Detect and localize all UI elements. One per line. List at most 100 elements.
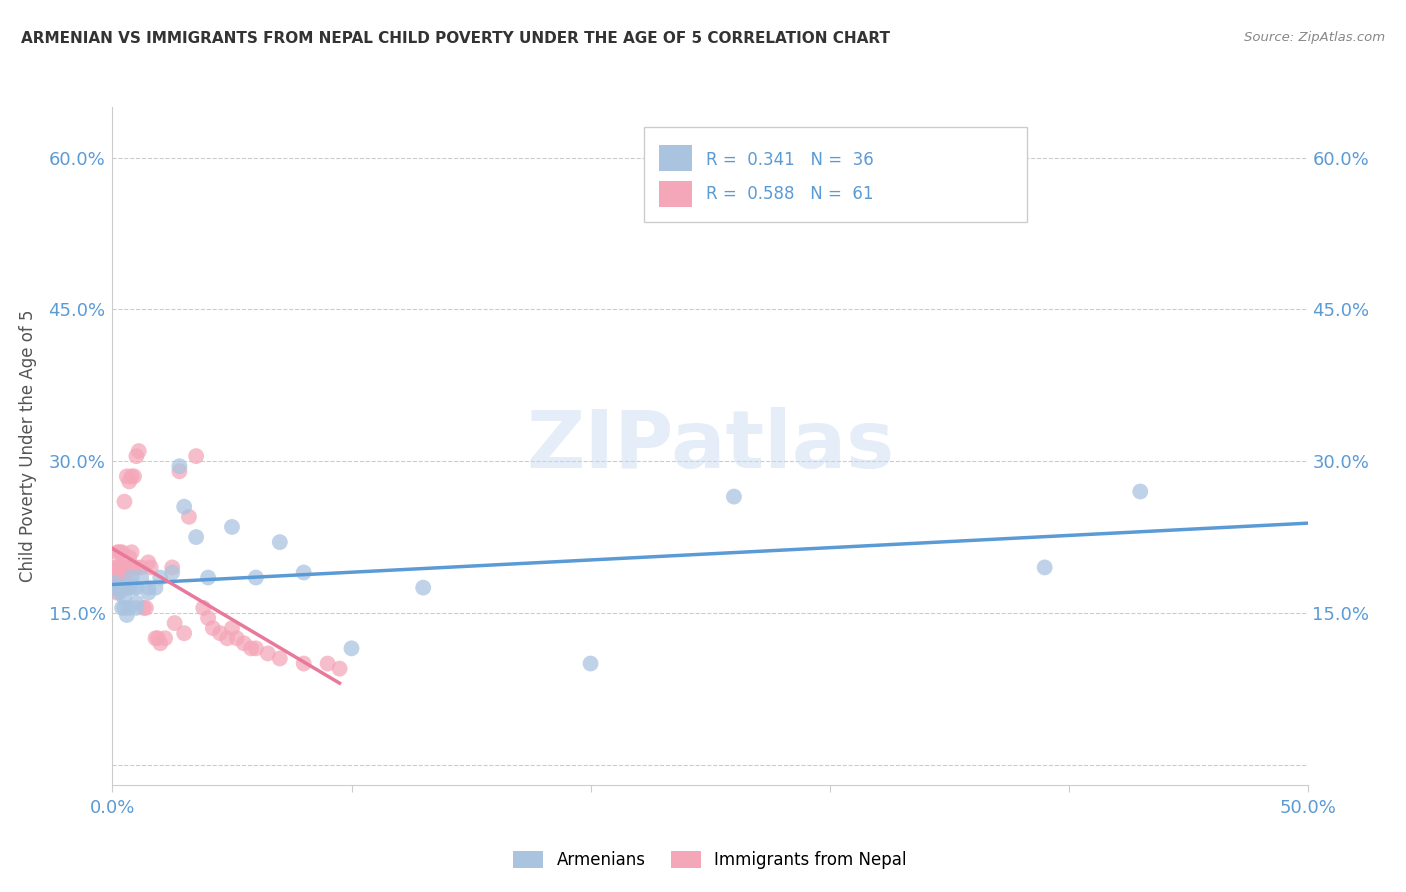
Text: R =  0.341   N =  36: R = 0.341 N = 36: [706, 151, 875, 169]
Point: [233, 636, 256, 650]
Point: [114, 591, 135, 605]
Point: [135, 600, 157, 615]
Point: [114, 560, 135, 574]
Point: [121, 545, 143, 559]
Point: [146, 632, 169, 646]
Point: [125, 449, 148, 463]
Point: [115, 469, 138, 483]
Point: [723, 490, 745, 504]
Point: [138, 585, 160, 599]
Point: [118, 475, 141, 489]
Point: [1033, 560, 1056, 574]
Point: [108, 585, 131, 599]
Point: [125, 560, 148, 574]
Point: [292, 566, 315, 580]
Point: [125, 596, 148, 610]
Point: [105, 545, 128, 559]
Point: [104, 570, 127, 584]
Point: [162, 566, 183, 580]
Point: [121, 570, 143, 584]
Point: [340, 641, 363, 656]
Point: [138, 581, 160, 595]
FancyBboxPatch shape: [658, 181, 692, 207]
Point: [173, 626, 195, 640]
Point: [122, 560, 145, 574]
Point: [209, 626, 232, 640]
Point: [114, 494, 135, 508]
FancyBboxPatch shape: [644, 128, 1026, 222]
Point: [121, 469, 143, 483]
Point: [149, 636, 172, 650]
Point: [122, 581, 145, 595]
Point: [139, 560, 162, 574]
Point: [122, 469, 145, 483]
Point: [125, 600, 148, 615]
Text: ZIPatlas: ZIPatlas: [526, 407, 894, 485]
Point: [269, 651, 291, 665]
Point: [186, 449, 208, 463]
Point: [201, 621, 224, 635]
Point: [111, 545, 134, 559]
Point: [118, 581, 141, 595]
Point: [316, 657, 339, 671]
Point: [129, 560, 152, 574]
Point: [114, 600, 135, 615]
Point: [245, 570, 267, 584]
Point: [105, 581, 128, 595]
Point: [104, 560, 127, 574]
Point: [186, 530, 208, 544]
Legend: Armenians, Immigrants from Nepal: Armenians, Immigrants from Nepal: [506, 844, 914, 876]
Point: [111, 581, 134, 595]
Point: [153, 632, 176, 646]
Point: [162, 560, 183, 574]
Point: [132, 600, 155, 615]
Point: [197, 570, 219, 584]
Text: ARMENIAN VS IMMIGRANTS FROM NEPAL CHILD POVERTY UNDER THE AGE OF 5 CORRELATION C: ARMENIAN VS IMMIGRANTS FROM NEPAL CHILD …: [21, 31, 890, 46]
Point: [138, 555, 160, 569]
Point: [163, 616, 186, 631]
Point: [197, 611, 219, 625]
Text: Source: ZipAtlas.com: Source: ZipAtlas.com: [1244, 31, 1385, 45]
Point: [245, 641, 267, 656]
Point: [114, 570, 135, 584]
Point: [579, 657, 602, 671]
Point: [118, 600, 141, 615]
Point: [115, 581, 138, 595]
Point: [129, 570, 152, 584]
Point: [115, 607, 138, 622]
Point: [128, 444, 150, 458]
Point: [145, 632, 167, 646]
Point: [104, 575, 127, 590]
Y-axis label: Child Poverty Under the Age of 5: Child Poverty Under the Age of 5: [20, 310, 38, 582]
FancyBboxPatch shape: [658, 145, 692, 171]
Point: [115, 570, 138, 584]
Point: [104, 581, 127, 595]
Point: [269, 535, 291, 549]
Point: [225, 632, 247, 646]
Point: [108, 570, 131, 584]
Point: [221, 520, 243, 534]
Point: [177, 509, 200, 524]
Point: [149, 570, 172, 584]
Point: [111, 581, 134, 595]
Point: [329, 662, 352, 676]
Point: [108, 545, 131, 559]
Point: [105, 570, 128, 584]
Point: [105, 560, 128, 574]
Point: [145, 581, 167, 595]
Point: [105, 585, 128, 599]
Point: [292, 657, 315, 671]
Point: [111, 600, 134, 615]
Point: [108, 560, 131, 574]
Text: R =  0.588   N =  61: R = 0.588 N = 61: [706, 185, 875, 203]
Point: [173, 500, 195, 514]
Point: [118, 560, 141, 574]
Point: [125, 581, 148, 595]
Point: [108, 581, 131, 595]
Point: [115, 560, 138, 574]
Point: [217, 632, 239, 646]
Point: [412, 581, 434, 595]
Point: [105, 581, 128, 595]
Point: [169, 459, 191, 474]
Point: [257, 647, 280, 661]
